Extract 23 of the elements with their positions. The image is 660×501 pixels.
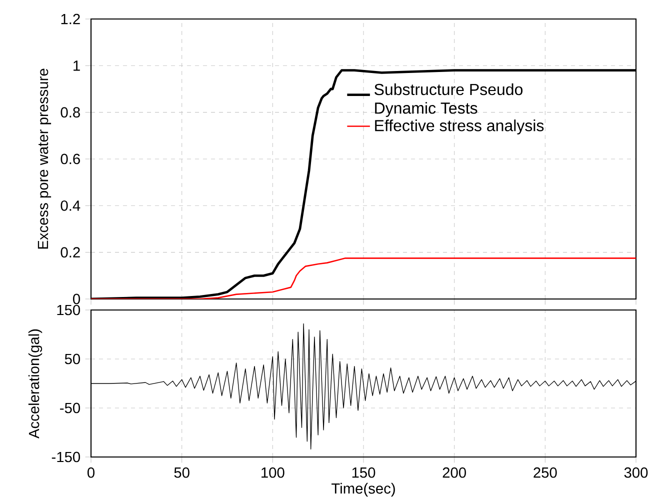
legend-label: Effective stress analysis [375,120,544,134]
y-axis-title: Excess pore water pressure [38,68,52,249]
y-tick-label: -50 [60,402,80,414]
y-tick-label: 0.4 [60,200,80,211]
y-tick-label: -150 [52,452,80,462]
x-tick-label: 50 [174,467,190,478]
x-tick-label: 250 [534,467,557,478]
y-tick-label: 0.8 [60,107,80,118]
x-tick-label: 200 [442,467,466,478]
x-tick-label: 150 [352,467,376,478]
y-axis-title: Acceleration(gal) [28,329,42,438]
y-tick-label: 150 [57,304,80,316]
y-tick-label: 0 [73,294,80,304]
y-tick-label: 50 [64,354,80,364]
y-tick-label: 1 [74,60,80,71]
legend-label: Substructure Pseudo Dynamic Tests [374,83,523,117]
y-tick-label: 1.2 [61,14,80,24]
y-tick-label: 0.6 [60,154,80,164]
x-tick-label: 100 [262,467,284,478]
x-axis-title: Time(sec) [332,482,395,497]
x-tick-label: 300 [624,467,648,478]
y-tick-label: 0.2 [60,247,80,258]
x-tick-label: 0 [87,467,94,478]
